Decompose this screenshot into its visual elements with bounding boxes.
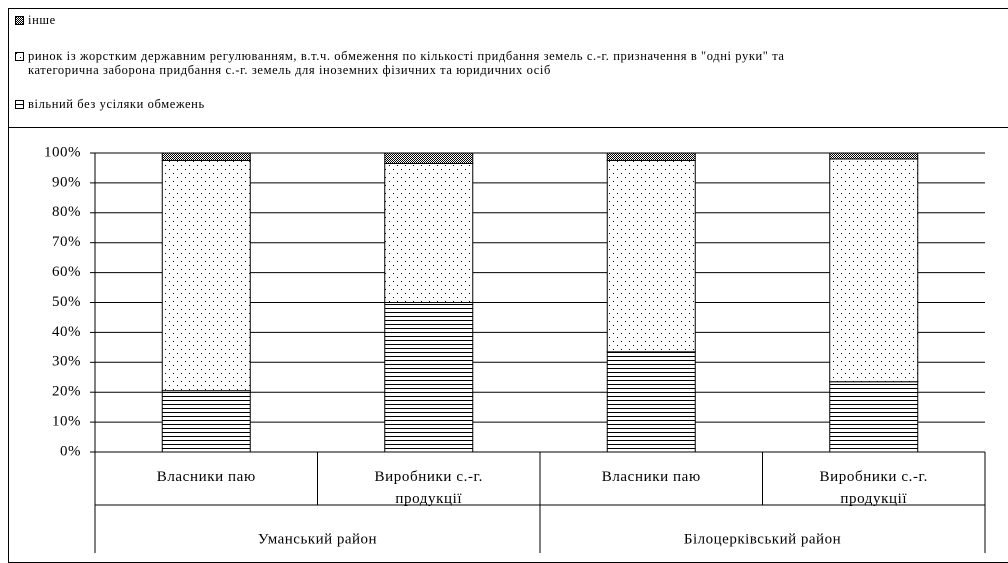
y-tick-label: 30% <box>52 354 81 370</box>
legend-label: інше <box>28 13 56 27</box>
legend-swatch-fill <box>15 16 24 25</box>
legend-item: вільний без усіляки обмежень <box>15 97 205 111</box>
bar-segment <box>829 381 919 453</box>
legend-swatch-fill <box>15 100 24 109</box>
bar-segment <box>384 162 474 303</box>
y-tick-label: 70% <box>52 234 81 250</box>
bar-segment <box>829 152 919 160</box>
legend-item: ринок із жорстким державним регулюванням… <box>15 49 785 77</box>
y-tick-label: 50% <box>52 294 81 310</box>
bar-segment <box>161 159 251 392</box>
bar-segment <box>606 159 696 353</box>
legend-swatch <box>15 100 24 109</box>
legend-swatch <box>15 52 24 61</box>
legend-label: вільний без усіляки обмежень <box>28 97 205 111</box>
bar-segment <box>606 351 696 453</box>
legend: інше ринок із жорстким державним регулюва… <box>8 8 1008 128</box>
y-tick-label: 20% <box>52 384 81 400</box>
y-tick-label: 90% <box>52 174 81 190</box>
x-tick-label: Власники паю <box>156 469 256 485</box>
legend-label: ринок із жорстким державним регулюванням… <box>28 49 785 77</box>
bar-segment <box>161 390 251 453</box>
x-tick-label: Виробники с.-г. продукції <box>819 469 928 507</box>
y-tick-label: 60% <box>52 264 81 280</box>
x-tick-label: Виробники с.-г. продукції <box>374 469 483 507</box>
bar-segment <box>161 152 251 161</box>
group-label: Уманський район <box>258 531 377 547</box>
y-tick-label: 10% <box>52 414 81 430</box>
x-tick-label: Власники паю <box>601 469 701 485</box>
y-tick-label: 80% <box>52 204 81 220</box>
y-tick-label: 0% <box>60 443 81 459</box>
legend-swatch <box>15 16 24 25</box>
y-tick-label: 100% <box>44 144 81 160</box>
legend-item: інше <box>15 13 56 27</box>
bar-segment <box>606 152 696 161</box>
bar-segment <box>384 302 474 453</box>
bar-segment <box>829 158 919 383</box>
group-label: Білоцерківський район <box>684 531 841 547</box>
legend-swatch-fill <box>15 52 24 61</box>
y-tick-label: 40% <box>52 324 81 340</box>
bar-segment <box>384 152 474 164</box>
